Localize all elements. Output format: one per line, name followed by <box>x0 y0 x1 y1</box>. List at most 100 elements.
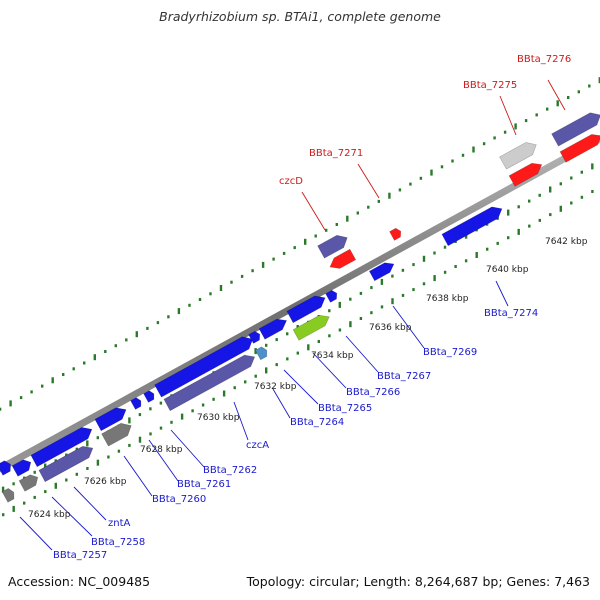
gene-bbta-7258[interactable] <box>30 427 93 468</box>
gene-label-bbta-7276[interactable]: BBta_7276 <box>517 54 571 65</box>
gene-bbta-7276[interactable] <box>551 112 600 147</box>
leader-line <box>499 95 517 136</box>
tick-dot <box>19 396 23 400</box>
tick-dot <box>338 328 342 332</box>
leader-line <box>19 516 53 551</box>
tick-dot <box>443 245 447 249</box>
tick-dot <box>244 380 247 384</box>
gene-label-czcd[interactable]: czcD <box>279 176 303 187</box>
tick-dot <box>156 321 160 325</box>
gene-label-bbta-7266[interactable]: BBta_7266 <box>346 387 400 398</box>
gene-label-bbta-7269[interactable]: BBta_7269 <box>423 347 477 358</box>
gene-grey-2[interactable] <box>18 474 39 492</box>
gene-label-bbta-7257[interactable]: BBta_7257 <box>53 550 107 561</box>
tick-dot <box>75 472 78 476</box>
leader-line <box>123 455 153 497</box>
gene-steel[interactable] <box>254 346 268 361</box>
tick-dot <box>325 228 328 232</box>
gene-arrows[interactable] <box>0 112 600 503</box>
tick-label: 7624 kbp <box>28 510 71 520</box>
gene-znta[interactable] <box>94 407 127 432</box>
gene-bbta-7274[interactable] <box>441 206 503 247</box>
gene-bbta-7261[interactable] <box>101 422 132 447</box>
accession-text: Accession: NC_009485 <box>8 574 151 589</box>
tick-dot <box>367 205 370 209</box>
genome-title: Bradyrhizobium sp. BTAi1, complete genom… <box>159 9 441 24</box>
tick-dot <box>317 340 320 343</box>
gene-bbta-7260[interactable] <box>38 445 94 483</box>
tick-label: 7630 kbp <box>197 413 240 423</box>
tick-label: 7632 kbp <box>254 382 297 392</box>
tick-dot <box>401 268 405 272</box>
gene-small-1[interactable] <box>130 397 142 410</box>
tick-dot <box>503 130 507 134</box>
tick-dot <box>549 213 552 217</box>
tick-dot <box>62 373 65 376</box>
tick-dot <box>359 317 363 320</box>
gene-bbta-7257[interactable] <box>0 460 11 476</box>
gene-label-bbta-7275[interactable]: BBta_7275 <box>463 80 517 91</box>
tick-dot <box>286 357 289 361</box>
gene-bbta-7264[interactable] <box>248 330 261 344</box>
gene-label-bbta-7265[interactable]: BBta_7265 <box>318 403 372 414</box>
tick-dot <box>33 495 36 499</box>
gene-label-bbta-7264[interactable]: BBta_7264 <box>290 417 344 428</box>
tick-dot <box>177 308 181 315</box>
gene-label-bbta-7271[interactable]: BBta_7271 <box>309 148 363 159</box>
gene-bbta-7267[interactable] <box>325 289 338 303</box>
gene-bbta-7262[interactable] <box>163 354 256 412</box>
tick-dot <box>304 238 307 245</box>
gene-grey-1[interactable] <box>1 488 15 503</box>
tick-dot <box>443 270 447 274</box>
gene-small-2[interactable] <box>143 390 155 403</box>
gene-bbta-7269[interactable] <box>368 262 395 282</box>
tick-dot <box>254 374 257 378</box>
gene-label-bbta-7262[interactable]: BBta_7262 <box>203 465 257 476</box>
gene-bbta-7266[interactable] <box>286 295 326 324</box>
tick-dot <box>577 90 580 94</box>
tick-dot <box>12 482 15 486</box>
leader-line <box>170 429 205 468</box>
tick-dot <box>346 215 349 222</box>
tick-dot <box>335 223 338 226</box>
tick-dot <box>570 176 573 180</box>
gene-label-bbta-7261[interactable]: BBta_7261 <box>177 479 231 490</box>
gene-bbta-7257b[interactable] <box>11 459 32 477</box>
tick-dot <box>391 274 394 278</box>
tick-dot <box>96 459 100 466</box>
tick-dot <box>275 363 278 367</box>
gene-label-bbta-7267[interactable]: BBta_7267 <box>377 371 431 382</box>
tick-dot <box>570 201 573 205</box>
gene-czcd[interactable] <box>317 234 348 259</box>
tick-dot <box>149 407 152 411</box>
tick-dot <box>412 288 415 292</box>
gene-label-bbta-7274[interactable]: BBta_7274 <box>484 308 538 319</box>
tick-label: 7626 kbp <box>84 477 127 487</box>
tick-dot <box>546 107 549 111</box>
gene-bbta-7275[interactable] <box>499 142 537 170</box>
gene-label-czca[interactable]: czcA <box>246 440 269 451</box>
tick-dot <box>275 338 278 342</box>
tick-dot <box>598 77 600 84</box>
gene-label-bbta-7258[interactable]: BBta_7258 <box>91 537 145 548</box>
gene-label-znta[interactable]: zntA <box>108 518 131 529</box>
gene-label-bbta-7260[interactable]: BBta_7260 <box>152 494 206 505</box>
tick-dot <box>422 255 426 262</box>
tick-dot <box>286 332 289 336</box>
tick-dot <box>464 259 468 263</box>
leader-line <box>73 486 107 521</box>
gene-bbta-7265[interactable] <box>258 318 288 340</box>
gene-czcd-red[interactable] <box>329 248 357 269</box>
tick-dot <box>388 192 391 199</box>
tick-dot <box>138 413 142 417</box>
gene-czca[interactable] <box>154 336 254 398</box>
tick-dot <box>188 303 191 307</box>
gene-bbta-7275-red[interactable] <box>508 162 543 187</box>
tick-dot <box>556 100 559 107</box>
tick-dot <box>41 384 44 388</box>
gene-lime[interactable] <box>292 314 330 341</box>
gene-bbta-7271[interactable] <box>389 227 402 241</box>
tick-dot <box>391 298 394 305</box>
